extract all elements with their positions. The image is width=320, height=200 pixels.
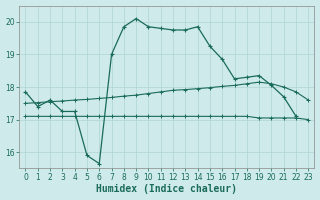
X-axis label: Humidex (Indice chaleur): Humidex (Indice chaleur) — [96, 184, 237, 194]
